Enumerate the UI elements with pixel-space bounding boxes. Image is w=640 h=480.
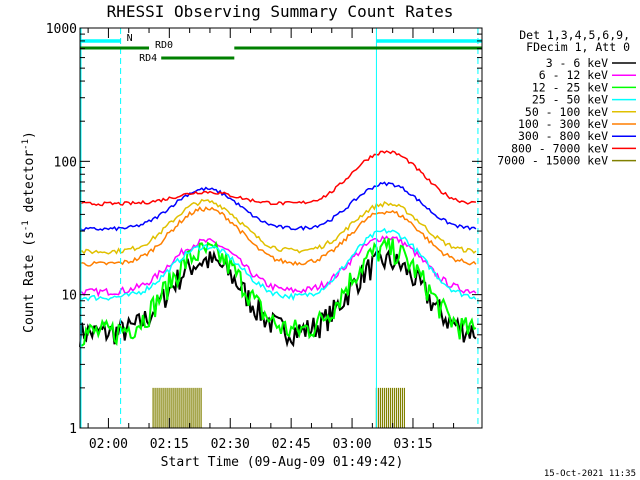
chart-title: RHESSI Observing Summary Count Rates <box>107 2 454 21</box>
series-line-0 <box>79 248 477 348</box>
flags-group: N RD0 RD4 <box>80 33 482 64</box>
legend-header-line-2: FDecim 1, Att 0 <box>526 40 630 54</box>
x-axis-label: Start Time (09-Aug-09 01:49:42) <box>161 455 404 470</box>
x-tick-label: 02:00 <box>89 437 128 452</box>
series-line-2 <box>79 237 477 347</box>
y-axis-label: Count Rate (s-1 detector-1) <box>21 131 37 333</box>
legend-label-4: 50 - 100 keV <box>525 105 608 119</box>
legend-label-1: 6 - 12 keV <box>539 68 608 82</box>
plot-frame <box>79 27 483 429</box>
legend-label-2: 12 - 25 keV <box>532 80 608 94</box>
y-tick-label: 100 <box>54 155 77 170</box>
series-line-7 <box>79 150 476 207</box>
flag-label-RD4: RD4 <box>139 53 157 64</box>
y-tick-label: 10 <box>61 289 77 304</box>
series-line-5 <box>79 206 477 267</box>
legend-header-line-1: Det 1,3,4,5,6,9, <box>519 28 630 42</box>
series-line-4 <box>79 198 477 255</box>
x-tick-label: 02:45 <box>272 437 311 452</box>
legend-label-6: 300 - 800 keV <box>518 129 608 143</box>
legend-label-5: 100 - 300 keV <box>518 117 608 131</box>
series-line-6 <box>79 181 477 232</box>
legend-label-7: 800 - 7000 keV <box>511 141 608 155</box>
axes-ticks: 1 10 100 1000 02:00 02:15 02:30 02:45 03:00 03:15 <box>46 22 482 452</box>
x-tick-label: 02:15 <box>150 437 189 452</box>
series-group <box>79 150 477 428</box>
x-tick-label: 03:15 <box>393 437 432 452</box>
legend-label-8: 7000 - 15000 keV <box>497 154 608 168</box>
footer-timestamp: 15-Oct-2021 11:35 <box>544 469 636 479</box>
legend: Det 1,3,4,5,6,9, FDecim 1, Att 0 3 - 6 k… <box>497 28 636 168</box>
x-tick-label: 03:00 <box>332 437 371 452</box>
y-tick-label: 1 <box>69 422 77 437</box>
legend-label-3: 25 - 50 keV <box>532 93 608 107</box>
flag-label-N: N <box>127 33 133 44</box>
flag-label-RD0: RD0 <box>155 40 173 51</box>
series-line-1 <box>79 235 477 298</box>
series-line-3 <box>79 227 477 302</box>
x-tick-label: 02:30 <box>211 437 250 452</box>
legend-label-0: 3 - 6 keV <box>546 56 608 70</box>
vlines-group <box>80 28 479 428</box>
y-tick-label: 1000 <box>46 22 77 37</box>
